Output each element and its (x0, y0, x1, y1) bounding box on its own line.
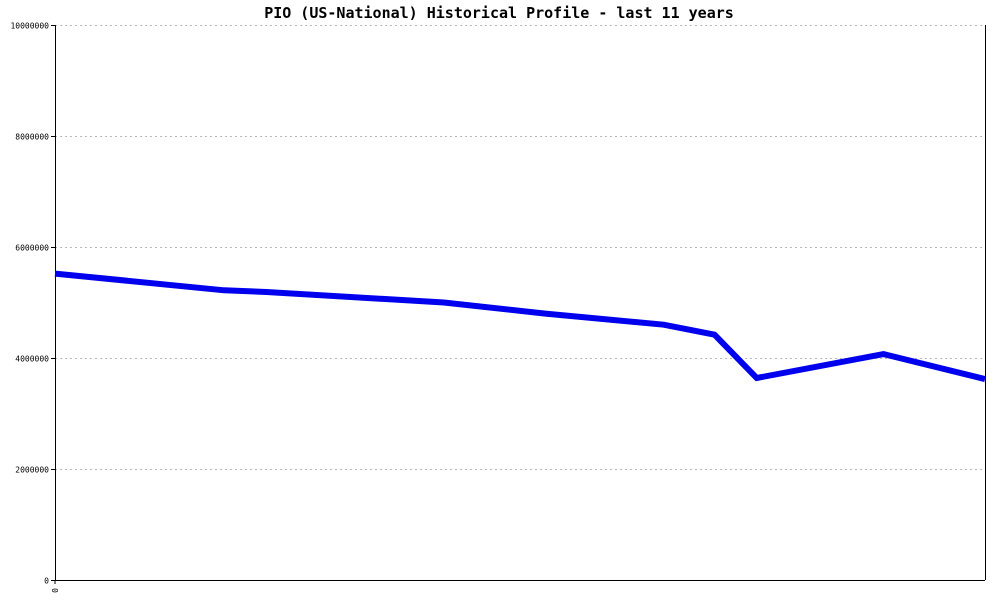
y-tick-label: 6000000 (15, 244, 49, 253)
x-tick-labels: 0 (51, 580, 60, 593)
chart-title: PIO (US-National) Historical Profile - l… (264, 4, 734, 22)
x-tick-label: 0 (51, 588, 60, 593)
y-tick-labels: 0 2000000 4000000 6000000 8000000 10000000 (10, 22, 55, 586)
gridlines (55, 25, 985, 470)
series (54, 270, 986, 383)
y-tick-label: 4000000 (15, 355, 49, 364)
series-line (54, 270, 986, 383)
y-tick-label: 8000000 (15, 133, 49, 142)
y-tick-label: 0 (44, 577, 49, 586)
y-tick-label: 10000000 (10, 22, 49, 31)
y-tick-label: 2000000 (15, 466, 49, 475)
axes (55, 25, 986, 581)
